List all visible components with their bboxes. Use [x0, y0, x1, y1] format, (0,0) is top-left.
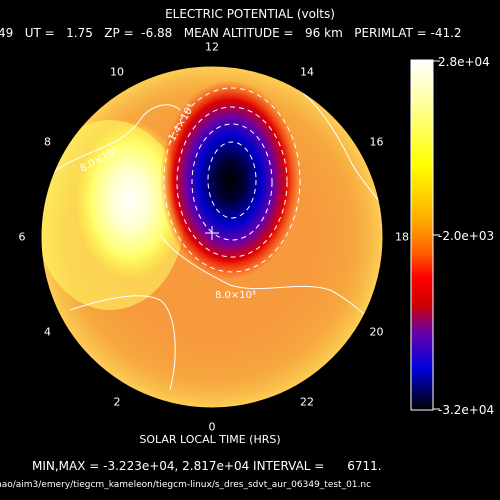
- hour-label-8: 8: [43, 135, 51, 149]
- hour-label-6: 6: [18, 230, 26, 244]
- contour-solid-4: [279, 74, 383, 211]
- hour-label-2: 2: [113, 395, 121, 409]
- neg-contour-1: [207, 141, 257, 219]
- neg-contour-2: [191, 123, 273, 241]
- file-path: hao/aim3/emery/tiegcm_kameleon/tiegcm-li…: [0, 480, 372, 490]
- contour-solid-2: [159, 234, 383, 331]
- hour-label-4: 4: [43, 325, 51, 339]
- hour-label-22: 22: [300, 395, 314, 409]
- hour-label-10: 10: [110, 65, 124, 79]
- negative-cell: [160, 80, 300, 280]
- colorbar: [410, 59, 434, 411]
- contour-solid-1: [49, 104, 181, 176]
- neg-contour-4: [163, 87, 301, 273]
- hour-label-16: 16: [369, 135, 384, 149]
- hour-label-0: 0: [208, 420, 216, 434]
- plot-subtitle: 49 UT = 1.75 ZP = -6.88 MEAN ALTITUDE = …: [0, 26, 462, 40]
- negative-contours: [163, 87, 301, 273]
- x-axis-label: SOLAR LOCAL TIME (HRS): [139, 433, 281, 446]
- hour-label-14: 14: [300, 65, 314, 79]
- contour-solid-3: [69, 295, 176, 391]
- minmax-readout: MIN,MAX = -3.223e+04, 2.817e+04 INTERVAL…: [32, 459, 382, 473]
- contours: [49, 74, 383, 391]
- disk-outline: [40, 65, 384, 409]
- colorbar-mid-label: -2.0e+03: [438, 229, 495, 243]
- pole-marker: [205, 226, 219, 240]
- hour-label-18: 18: [395, 230, 409, 244]
- neg-contour-3: [176, 106, 288, 258]
- plot-title: ELECTRIC POTENTIAL (volts): [165, 7, 335, 21]
- positive-cell: [75, 120, 185, 280]
- hour-label-12: 12: [205, 40, 219, 54]
- contour-label-bottom: 8.0×10³: [215, 290, 256, 301]
- colorbar-max-label: 2.8e+04: [438, 55, 490, 69]
- colorbar-min-label: -3.2e+04: [438, 403, 495, 417]
- hour-label-20: 20: [369, 325, 384, 339]
